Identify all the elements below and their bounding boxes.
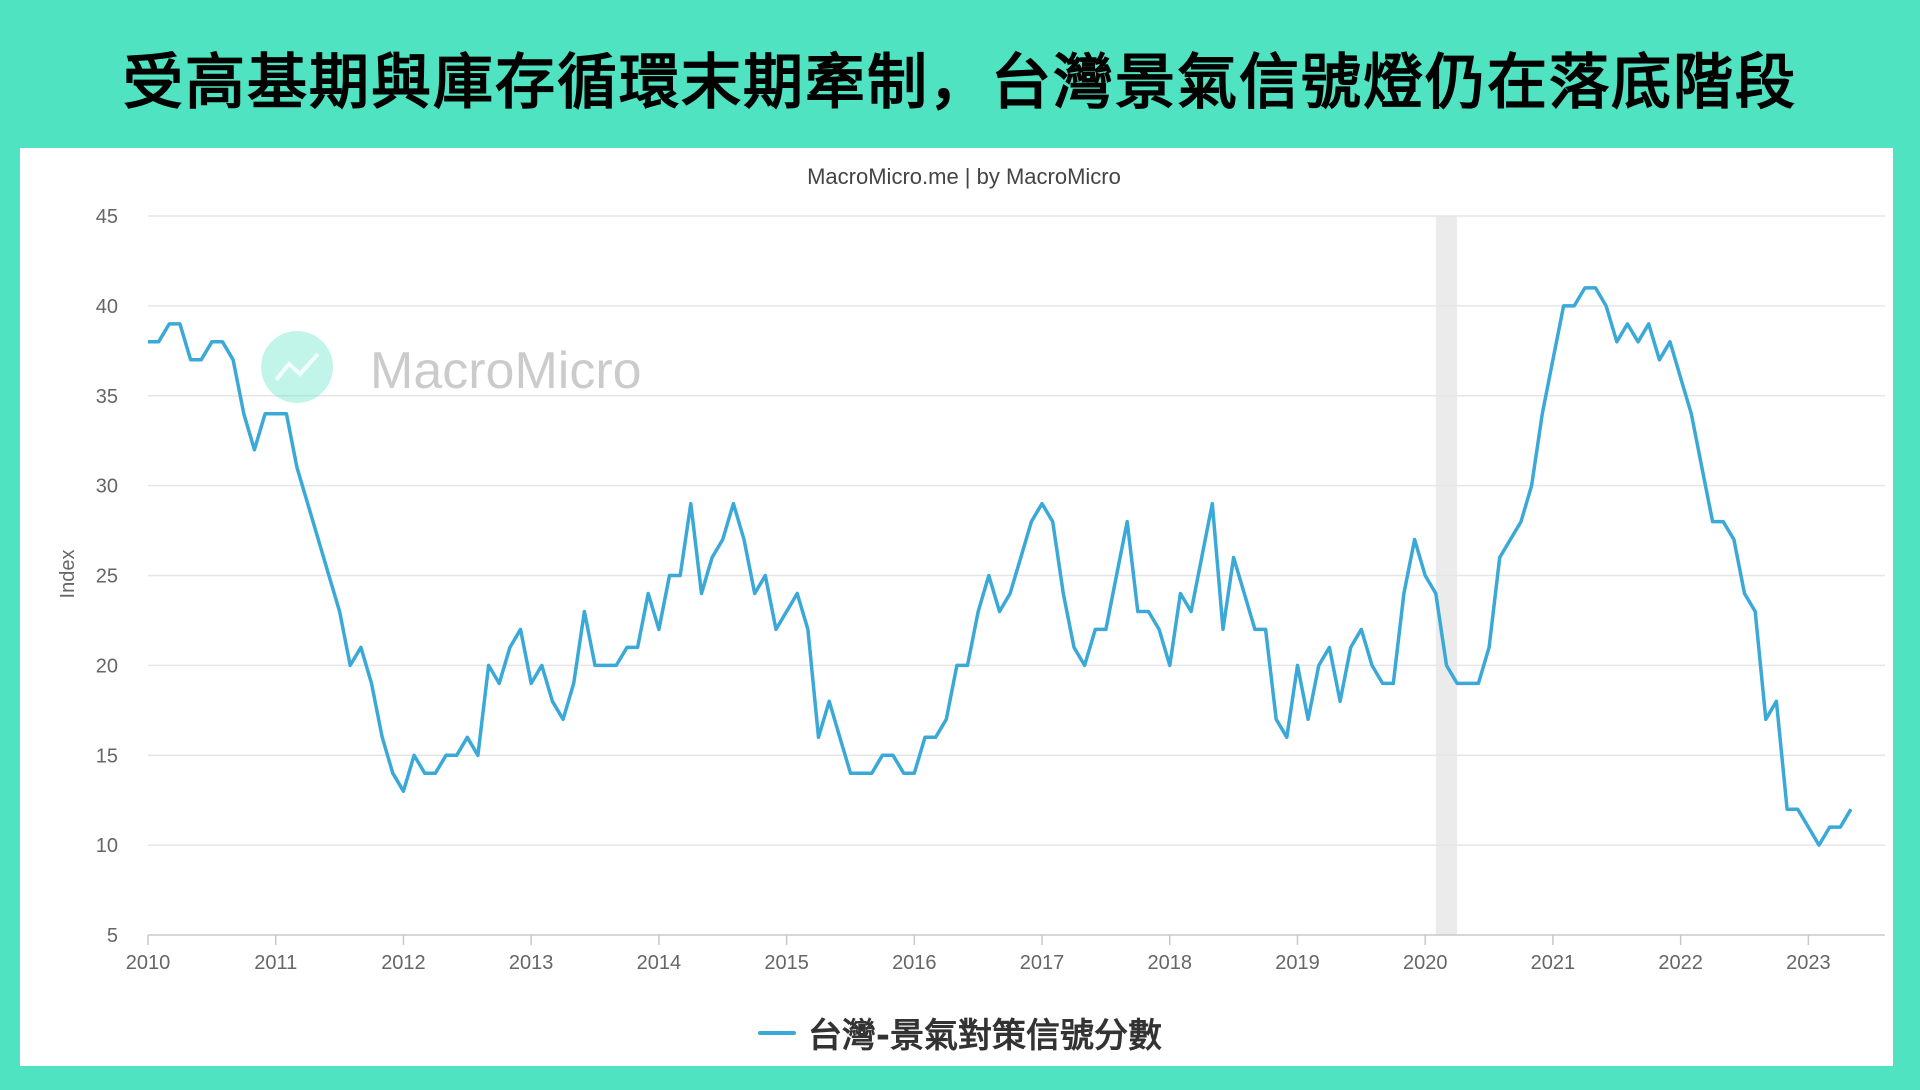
x-tick-label: 2010 <box>126 952 171 974</box>
y-tick-label: 35 <box>96 386 118 408</box>
x-tick-label: 2023 <box>1786 952 1831 974</box>
x-tick-label: 2015 <box>764 952 809 974</box>
watermark-logo-trend-icon <box>274 352 320 382</box>
chart-card <box>20 148 1893 1066</box>
y-tick-label: 10 <box>96 835 118 857</box>
x-tick-label: 2021 <box>1531 952 1576 974</box>
x-tick-label: 2016 <box>892 952 937 974</box>
x-tick-label: 2020 <box>1403 952 1448 974</box>
y-tick-label: 45 <box>96 206 118 228</box>
x-tick-label: 2019 <box>1275 952 1320 974</box>
chart-source: MacroMicro.me | by MacroMicro <box>807 164 1121 189</box>
series-line <box>148 286 1853 847</box>
y-axis-label: Index <box>57 550 79 599</box>
x-tick-label: 2017 <box>1020 952 1065 974</box>
x-tick-label: 2014 <box>637 952 682 974</box>
legend-label: 台灣-景氣對策信號分數 <box>807 1016 1163 1056</box>
x-tick-label: 2018 <box>1148 952 1193 974</box>
y-tick-label: 30 <box>96 476 118 498</box>
watermark-text: MacroMicro <box>370 342 642 400</box>
x-tick-label: 2022 <box>1658 952 1703 974</box>
y-tick-label: 40 <box>96 296 118 318</box>
x-tick-label: 2012 <box>381 952 426 974</box>
y-tick-label: 20 <box>96 655 118 677</box>
page-title: 受高基期與庫存循環末期牽制，台灣景氣信號燈仍在落底階段 <box>123 48 1797 118</box>
legend[interactable]: 台灣-景氣對策信號分數 <box>0 1008 1920 1057</box>
y-tick-label: 5 <box>107 925 118 947</box>
x-tick-label: 2011 <box>254 952 297 974</box>
legend-line-swatch <box>757 1030 796 1035</box>
watermark-logo-icon <box>261 331 333 403</box>
y-tick-label: 15 <box>96 745 118 767</box>
y-tick-label: 25 <box>96 566 118 588</box>
x-tick-label: 2013 <box>509 952 554 974</box>
